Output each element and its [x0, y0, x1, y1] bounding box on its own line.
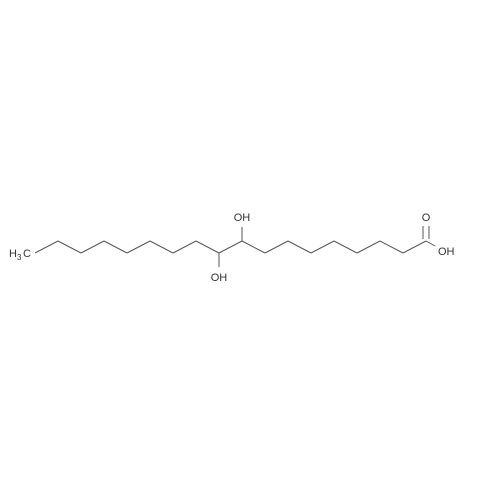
- carboxylic-oh-label: OH: [438, 246, 455, 258]
- methyl-C: C: [23, 248, 31, 260]
- hydroxyl-label-top: OH: [234, 212, 251, 224]
- methyl-H: H: [9, 248, 17, 260]
- carbonyl-oxygen-label: O: [422, 212, 431, 224]
- hydroxyl-label-bottom: OH: [211, 272, 228, 284]
- molecule-diagram: OH OH O OH H3C: [0, 0, 500, 500]
- methyl-3-subscript: 3: [17, 253, 22, 262]
